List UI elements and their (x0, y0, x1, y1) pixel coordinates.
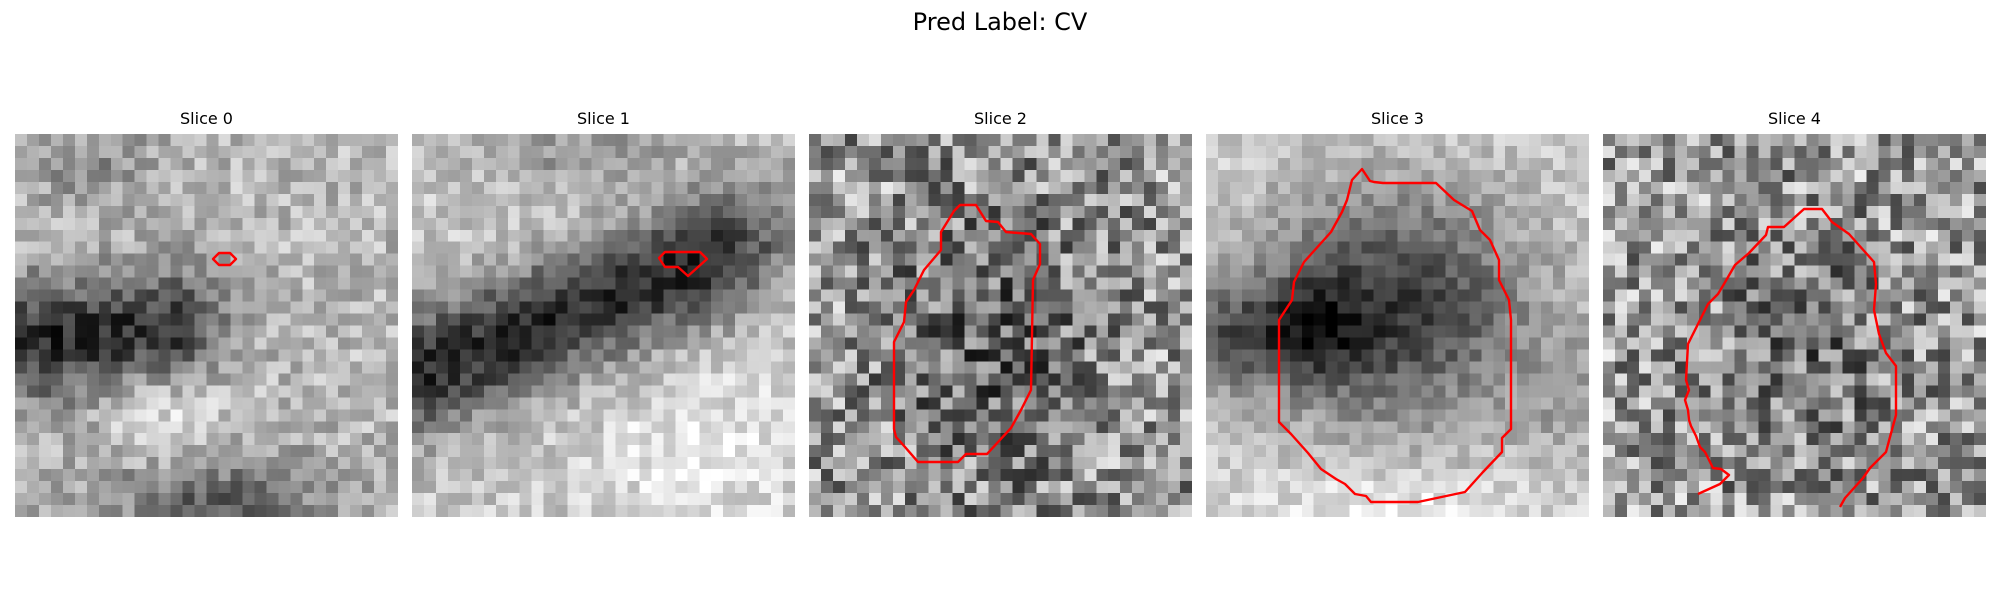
grayscale-slice-image (1206, 134, 1589, 517)
segmentation-contour (1277, 167, 1513, 504)
slice-title: Slice 0 (180, 109, 233, 128)
grayscale-slice-image (1603, 134, 1986, 517)
grayscale-slice-image (412, 134, 795, 517)
slice-image (1206, 134, 1589, 517)
segmentation-contour (211, 251, 238, 267)
grayscale-slice-image (15, 134, 398, 517)
slice-image (1603, 134, 1986, 517)
slice-image (412, 134, 795, 517)
segmentation-contour (1683, 207, 1898, 508)
figure-title: Pred Label: CV (912, 8, 1088, 36)
slice-image (15, 134, 398, 517)
slice-title: Slice 1 (577, 109, 630, 128)
segmentation-contour (892, 203, 1042, 464)
slice-title: Slice 2 (974, 109, 1027, 128)
slice-title: Slice 4 (1768, 109, 1821, 128)
grayscale-slice-image (809, 134, 1192, 517)
slice-image (809, 134, 1192, 517)
segmentation-contour (657, 250, 709, 278)
slice-title: Slice 3 (1371, 109, 1424, 128)
